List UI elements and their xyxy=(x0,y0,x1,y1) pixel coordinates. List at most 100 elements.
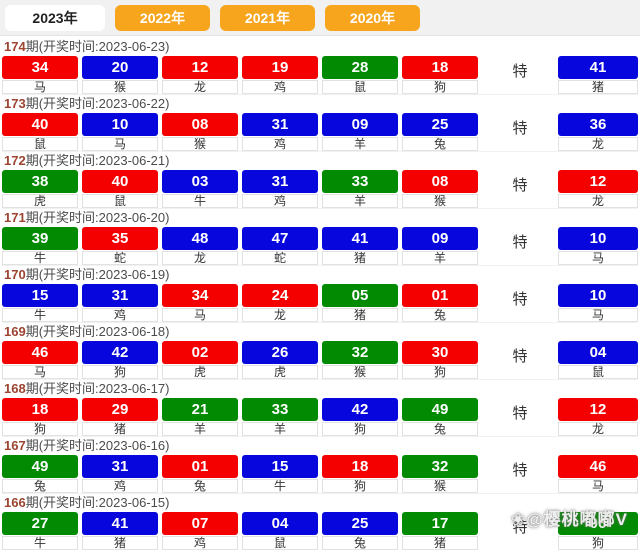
number-ball: 01 xyxy=(162,455,238,478)
special-marker-label: 特 xyxy=(512,291,528,308)
number-ball: 40 xyxy=(2,113,78,136)
draw-title: 171期(开奖时间:2023-06-20) xyxy=(4,211,638,225)
zodiac-label: 马 xyxy=(558,251,638,265)
special-marker-label: 特 xyxy=(512,519,528,536)
draw-block: 173期(开奖时间:2023-06-22) 40 鼠 10 马 08 猴 31 鸡 09 羊 25 兔… xyxy=(2,94,638,151)
number-cell: 20 猴 xyxy=(82,56,158,94)
number-ball: 12 xyxy=(162,56,238,79)
special-number-ball: 36 xyxy=(558,113,638,136)
special-marker-label: 特 xyxy=(512,177,528,194)
draw-period-number: 174 xyxy=(4,39,26,54)
number-cell: 25 兔 xyxy=(322,512,398,550)
tab-year-2020[interactable]: 2020年 xyxy=(325,4,420,31)
special-number-cell: 36 龙 xyxy=(558,113,638,151)
number-ball: 15 xyxy=(242,455,318,478)
number-ball: 30 xyxy=(402,341,478,364)
number-ball: 05 xyxy=(322,284,398,307)
number-ball: 18 xyxy=(402,56,478,79)
number-ball: 28 xyxy=(322,56,398,79)
number-ball: 33 xyxy=(322,170,398,193)
draw-numbers-row: 39 牛 35 蛇 48 龙 47 蛇 41 猪 09 羊特 10 马 xyxy=(2,227,638,265)
zodiac-label: 马 xyxy=(162,308,238,322)
number-cell: 48 龙 xyxy=(162,227,238,265)
zodiac-label: 狗 xyxy=(322,422,398,436)
zodiac-label: 兔 xyxy=(402,308,478,322)
number-ball: 01 xyxy=(402,284,478,307)
number-ball: 41 xyxy=(322,227,398,250)
draw-title: 174期(开奖时间:2023-06-23) xyxy=(4,40,638,54)
zodiac-label: 猪 xyxy=(322,308,398,322)
number-ball: 07 xyxy=(162,512,238,535)
tab-year-2023[interactable]: 2023年 xyxy=(5,4,105,31)
draw-period-number: 170 xyxy=(4,267,26,282)
special-marker-label: 特 xyxy=(512,405,528,422)
draw-numbers-row: 34 马 20 猴 12 龙 19 鸡 28 鼠 18 狗特 41 猪 xyxy=(2,56,638,94)
number-ball: 34 xyxy=(2,56,78,79)
special-spacer: 特 xyxy=(482,455,558,480)
draw-title: 170期(开奖时间:2023-06-19) xyxy=(4,268,638,282)
number-cell: 31 鸡 xyxy=(82,284,158,322)
zodiac-label: 鸡 xyxy=(242,137,318,151)
zodiac-label: 牛 xyxy=(2,536,78,550)
special-spacer: 特 xyxy=(482,398,558,423)
zodiac-label: 猴 xyxy=(402,194,478,208)
draw-block: 168期(开奖时间:2023-06-17) 18 狗 29 猪 21 羊 33 羊 42 狗 49 兔… xyxy=(2,379,638,436)
number-cell: 18 狗 xyxy=(322,455,398,493)
draw-block: 169期(开奖时间:2023-06-18) 46 马 42 狗 02 虎 26 虎 32 猴 30 狗… xyxy=(2,322,638,379)
draw-title: 169期(开奖时间:2023-06-18) xyxy=(4,325,638,339)
number-cell: 07 鸡 xyxy=(162,512,238,550)
number-cell: 41 猪 xyxy=(82,512,158,550)
zodiac-label: 鸡 xyxy=(82,479,158,493)
zodiac-label: 马 xyxy=(2,365,78,379)
zodiac-label: 兔 xyxy=(402,422,478,436)
number-ball: 49 xyxy=(402,398,478,421)
special-number-ball: 04 xyxy=(558,341,638,364)
special-number-ball: 41 xyxy=(558,56,638,79)
number-cell: 08 猴 xyxy=(162,113,238,151)
draw-block: 171期(开奖时间:2023-06-20) 39 牛 35 蛇 48 龙 47 蛇 41 猪 09 羊… xyxy=(2,208,638,265)
number-cell: 39 牛 xyxy=(2,227,78,265)
zodiac-label: 猪 xyxy=(82,536,158,550)
draw-numbers-row: 38 虎 40 鼠 03 牛 31 鸡 33 羊 08 猴特 12 龙 xyxy=(2,170,638,208)
zodiac-label: 狗 xyxy=(558,536,638,550)
zodiac-label: 虎 xyxy=(162,365,238,379)
draw-time: 期(开奖时间:2023-06-23) xyxy=(25,39,170,54)
special-marker-label: 特 xyxy=(512,234,528,251)
draw-period-number: 167 xyxy=(4,438,26,453)
number-ball: 41 xyxy=(82,512,158,535)
special-number-cell: 12 龙 xyxy=(558,398,638,436)
zodiac-label: 狗 xyxy=(402,365,478,379)
zodiac-label: 羊 xyxy=(322,194,398,208)
zodiac-label: 鼠 xyxy=(82,194,158,208)
zodiac-label: 狗 xyxy=(82,365,158,379)
number-ball: 03 xyxy=(162,170,238,193)
number-ball: 09 xyxy=(322,113,398,136)
number-ball: 08 xyxy=(402,170,478,193)
special-spacer: 特 xyxy=(482,170,558,195)
special-number-cell: 10 马 xyxy=(558,227,638,265)
draw-title: 167期(开奖时间:2023-06-16) xyxy=(4,439,638,453)
zodiac-label: 龙 xyxy=(162,80,238,94)
zodiac-label: 蛇 xyxy=(242,251,318,265)
draw-period-number: 166 xyxy=(4,495,26,510)
number-cell: 38 虎 xyxy=(2,170,78,208)
tab-year-2021[interactable]: 2021年 xyxy=(220,4,315,31)
zodiac-label: 兔 xyxy=(162,479,238,493)
special-marker-label: 特 xyxy=(512,63,528,80)
number-ball: 32 xyxy=(322,341,398,364)
number-cell: 31 鸡 xyxy=(242,113,318,151)
special-number-ball: 10 xyxy=(558,284,638,307)
number-ball: 46 xyxy=(2,341,78,364)
zodiac-label: 龙 xyxy=(558,422,638,436)
number-cell: 33 羊 xyxy=(242,398,318,436)
number-cell: 33 羊 xyxy=(322,170,398,208)
zodiac-label: 狗 xyxy=(2,422,78,436)
tab-year-2022[interactable]: 2022年 xyxy=(115,4,210,31)
special-spacer: 特 xyxy=(482,113,558,138)
number-ball: 17 xyxy=(402,512,478,535)
special-spacer: 特 xyxy=(482,341,558,366)
zodiac-label: 鸡 xyxy=(162,536,238,550)
number-cell: 40 鼠 xyxy=(2,113,78,151)
draw-numbers-row: 46 马 42 狗 02 虎 26 虎 32 猴 30 狗特 04 鼠 xyxy=(2,341,638,379)
number-ball: 33 xyxy=(242,398,318,421)
